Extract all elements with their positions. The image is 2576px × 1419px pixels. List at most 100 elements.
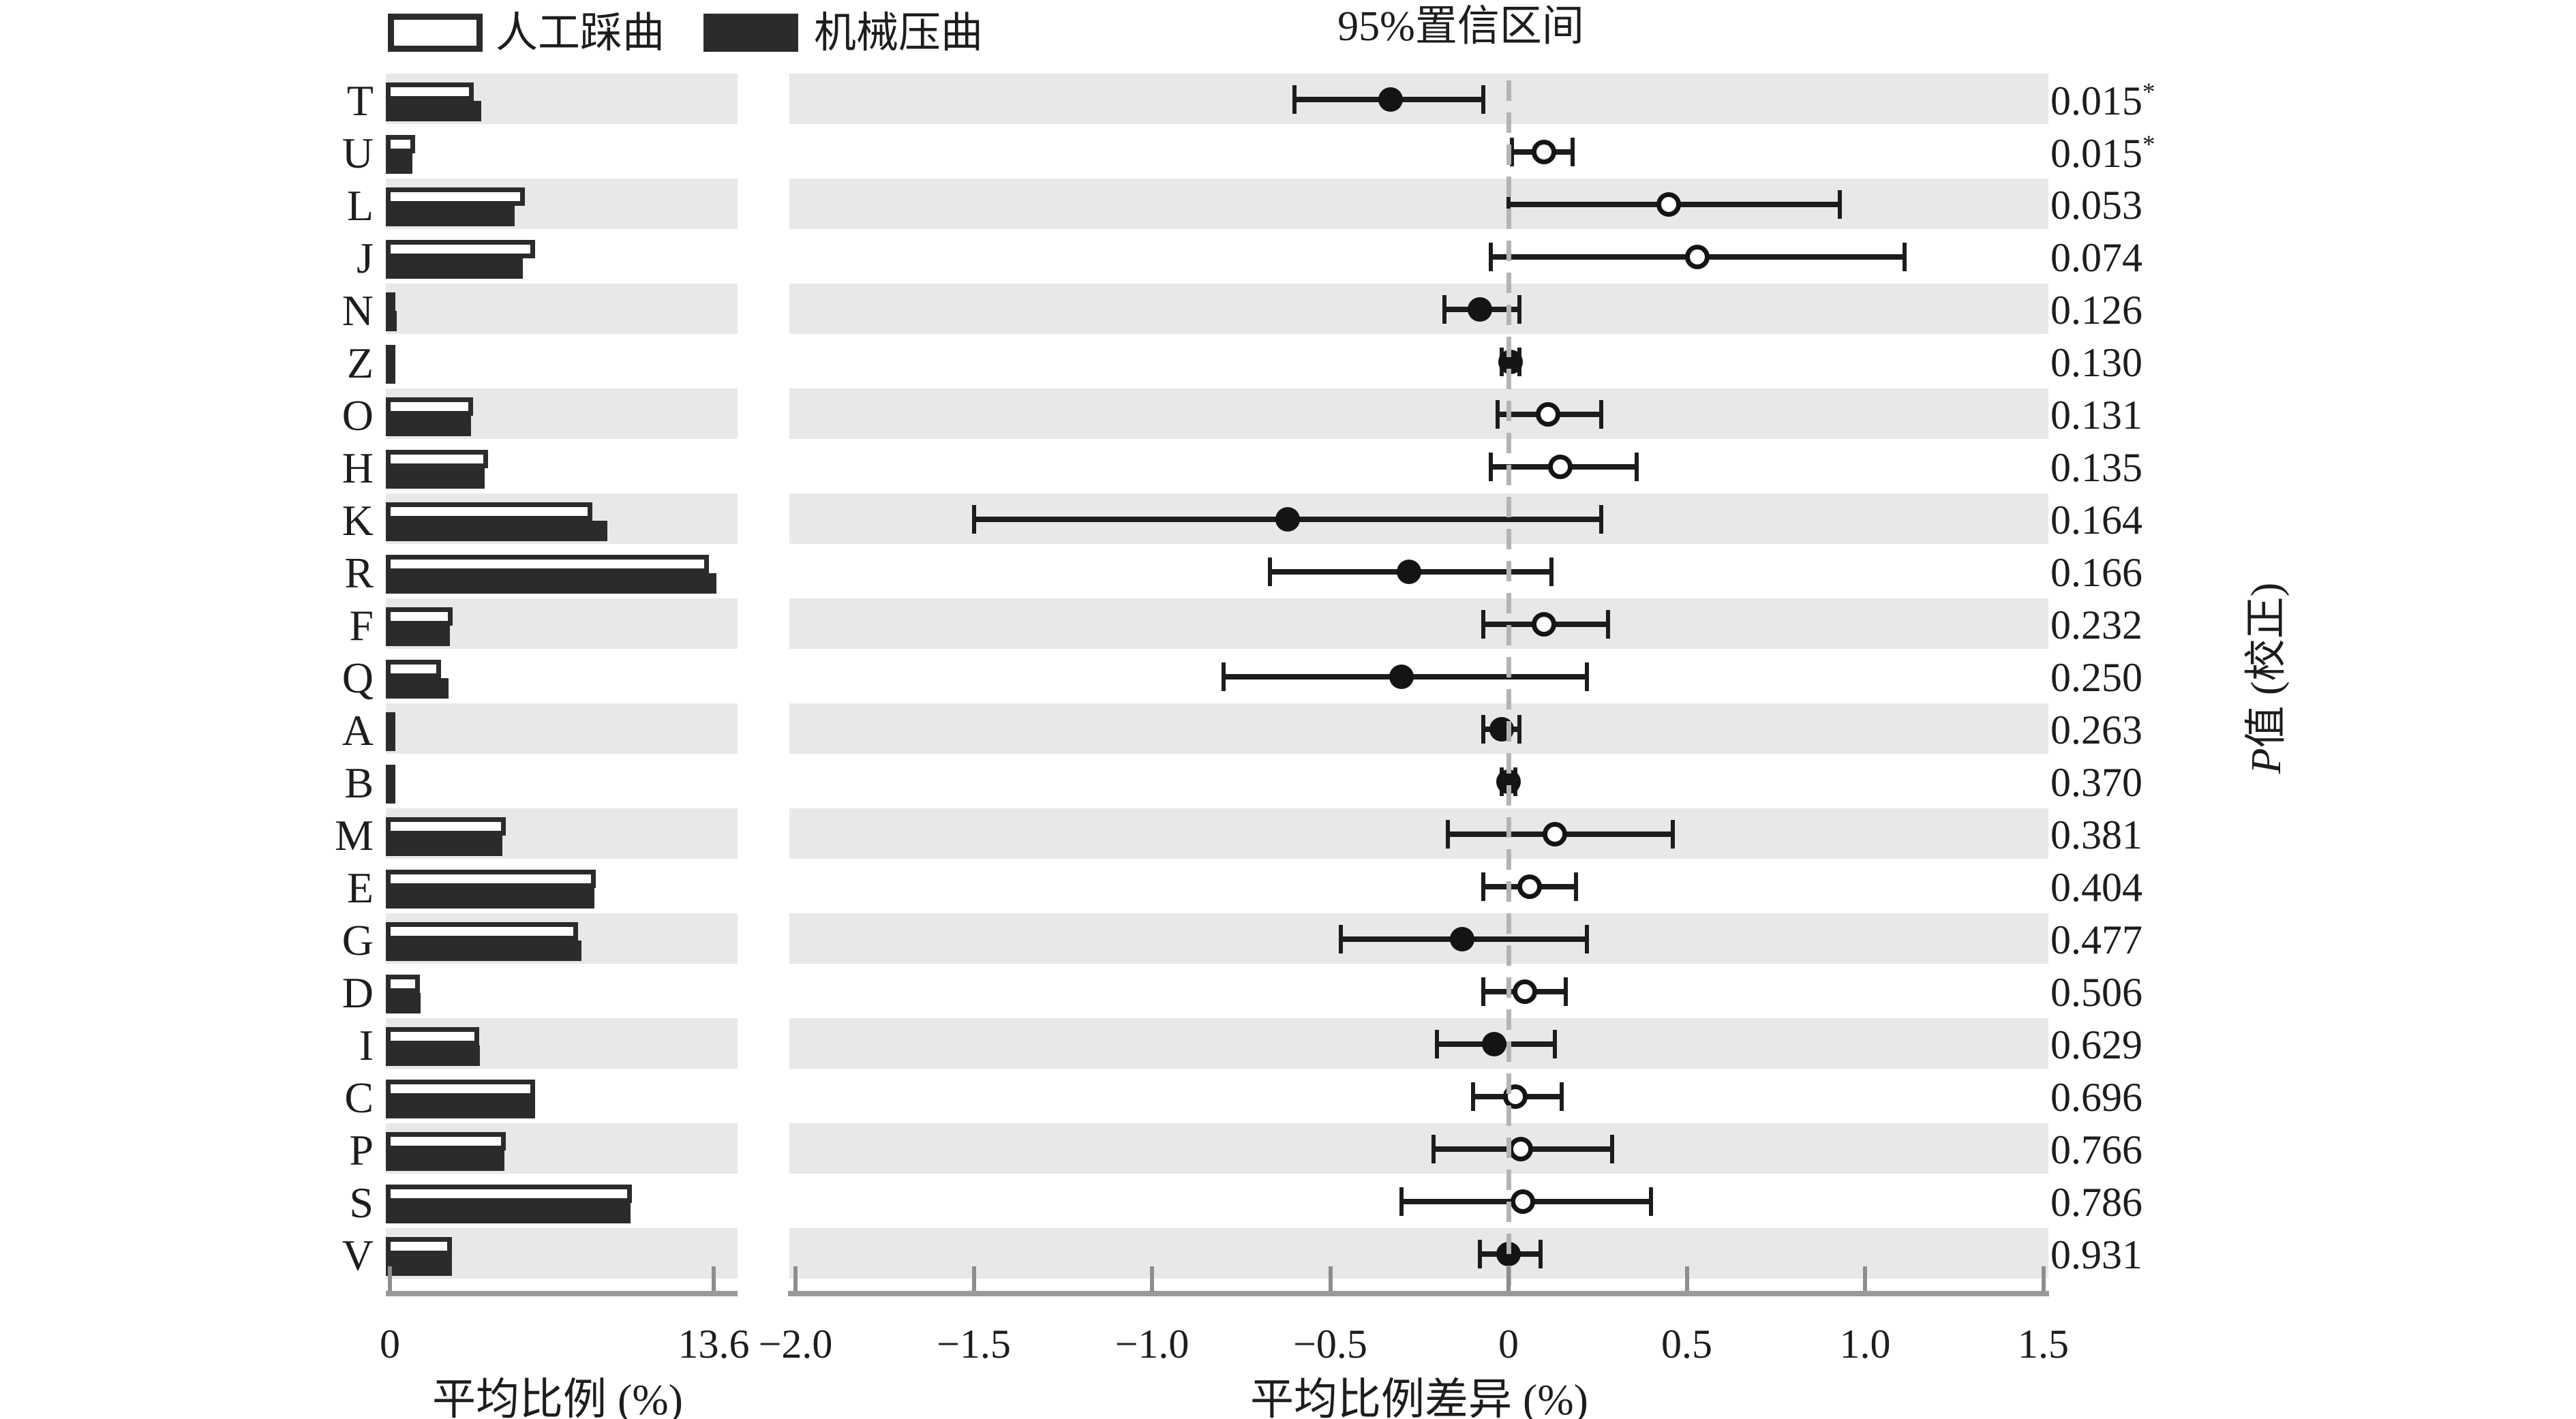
p-axis-label-rest: 值 (校正): [2243, 582, 2290, 748]
forest-axis-tick-label: −1.5: [937, 1322, 1011, 1367]
mechanical-bar: [386, 1098, 535, 1118]
manual-bar: [386, 450, 488, 468]
mechanical-bar: [386, 101, 481, 121]
p-axis-label-p: P: [2243, 748, 2290, 774]
ci-cap-low: [1481, 872, 1486, 901]
row-stripe-right: [789, 598, 2048, 649]
p-value: 0.015*: [2050, 78, 2155, 123]
p-value: 0.404: [2050, 865, 2142, 910]
forest-panel-axis-line: [788, 1291, 2049, 1296]
mechanical-bar: [386, 521, 607, 541]
ci-marker: [1510, 1189, 1535, 1214]
row-stripe-right: [789, 179, 2048, 229]
p-value: 0.696: [2050, 1075, 2142, 1120]
forest-axis-tick: [2041, 1266, 2046, 1291]
manual-bar: [386, 187, 525, 206]
forest-axis-tick-label: 0.5: [1661, 1322, 1712, 1367]
bar-axis-tick: [388, 1266, 392, 1291]
row-stripe-right: [789, 1123, 2048, 1174]
ci-marker: [1396, 560, 1421, 584]
manual-bar: [386, 817, 506, 836]
category-label: L: [346, 181, 374, 230]
forest-axis-tick: [1328, 1266, 1333, 1291]
category-label: K: [342, 496, 374, 545]
ci-cap-low: [1488, 243, 1493, 271]
p-value: 0.074: [2050, 235, 2142, 280]
category-label: U: [342, 129, 374, 177]
forest-axis-tick-label: −2.0: [758, 1322, 833, 1367]
p-value: 0.053: [2050, 183, 2142, 228]
p-value: 0.250: [2050, 655, 2142, 700]
bar-panel-axis-line: [386, 1291, 738, 1296]
category-label: Z: [346, 339, 374, 387]
category-label: F: [349, 601, 374, 650]
category-label: M: [335, 811, 374, 859]
category-label: Q: [342, 654, 374, 702]
mechanical-bar: [386, 258, 523, 279]
ci-marker: [1468, 297, 1493, 322]
p-value: 0.263: [2050, 707, 2142, 752]
ci-marker: [1275, 507, 1300, 532]
category-label: C: [344, 1073, 374, 1122]
ci-cap-high: [1902, 243, 1907, 271]
manual-bar: [386, 82, 474, 101]
row-stripe-right: [789, 1228, 2048, 1279]
ci-cap-low: [1478, 1240, 1483, 1268]
ci-marker: [1482, 1032, 1507, 1056]
category-label: G: [342, 916, 374, 964]
p-value: 0.766: [2050, 1127, 2142, 1172]
mechanical-bar: [386, 993, 421, 1013]
category-label: R: [344, 549, 374, 597]
p-value: 0.126: [2050, 288, 2142, 333]
mechanical-bar: [386, 363, 395, 384]
manual-bar: [386, 922, 578, 941]
mechanical-bar: [386, 626, 450, 646]
mechanical-bar: [386, 416, 471, 436]
manual-bar: [386, 555, 709, 573]
manual-bar: [386, 292, 395, 311]
legend-swatch-mechanical: [703, 14, 798, 52]
forest-panel-axis-title: 平均比例差异 (%): [1250, 1375, 1588, 1419]
ci-cap-high: [1563, 977, 1568, 1006]
forest-axis-tick-label: −1.0: [1115, 1322, 1189, 1367]
ci-cap-high: [1649, 1187, 1654, 1216]
forest-axis-tick: [971, 1266, 976, 1291]
p-value: 0.015*: [2050, 131, 2155, 176]
row-stripe-right: [789, 808, 2048, 859]
row-stripe-right: [789, 703, 2048, 754]
ci-marker: [1542, 822, 1567, 846]
ci-cap-high: [1670, 820, 1675, 849]
p-value: 0.629: [2050, 1022, 2142, 1067]
ci-cap-low: [1470, 1082, 1475, 1111]
forest-axis-tick: [793, 1266, 798, 1291]
p-value-axis-label: P值 (校正): [2243, 582, 2290, 774]
mechanical-bar: [386, 783, 395, 804]
mechanical-bar: [386, 311, 397, 331]
ci-cap-high: [1560, 1082, 1564, 1111]
ci-cap-low: [1339, 925, 1344, 953]
ci-cap-low: [1292, 85, 1297, 114]
p-value: 0.232: [2050, 602, 2142, 647]
ci-cap-low: [1481, 715, 1486, 744]
ci-cap-high: [1838, 190, 1843, 219]
p-value: 0.786: [2050, 1180, 2142, 1225]
mechanical-bar: [386, 1255, 452, 1276]
ci-cap-low: [1481, 977, 1486, 1006]
forest-title: 95%置信区间: [1337, 3, 1584, 50]
ci-cap-high: [1517, 715, 1521, 744]
ci-marker: [1547, 455, 1573, 479]
ci-cap-high: [1585, 925, 1590, 953]
zero-reference-line: [1506, 80, 1511, 1291]
ci-cap-high: [1574, 872, 1579, 901]
manual-bar: [386, 502, 592, 521]
ci-cap-low: [1267, 558, 1272, 586]
legend-swatch-manual: [388, 14, 483, 52]
manual-bar: [386, 870, 596, 888]
category-label: S: [349, 1178, 374, 1227]
ci-cap-low: [971, 505, 976, 534]
ci-cap-high: [1598, 400, 1603, 429]
p-value: 0.130: [2050, 340, 2142, 385]
ci-marker: [1517, 874, 1543, 899]
p-value: 0.164: [2050, 498, 2142, 543]
ci-cap-high: [1549, 558, 1554, 586]
